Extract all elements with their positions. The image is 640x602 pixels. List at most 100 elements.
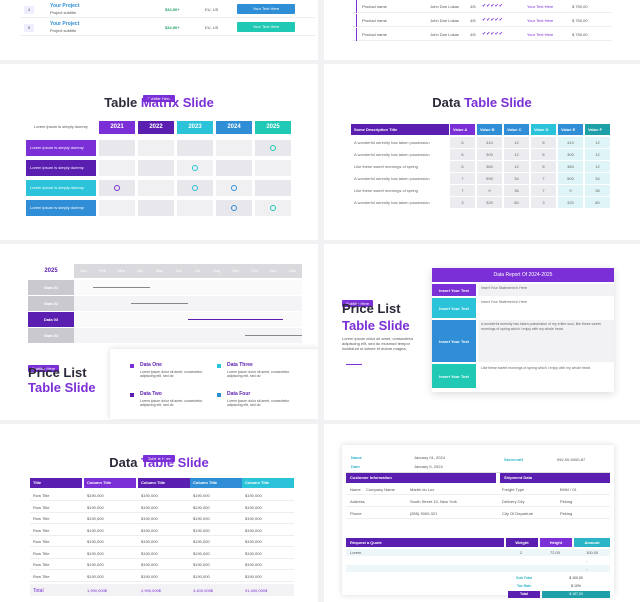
table-cell: 34: [585, 173, 610, 184]
row-number: 5: [24, 24, 34, 32]
table-cell: 320: [558, 197, 583, 208]
bullet-icon: [130, 364, 134, 368]
table-cell: Row Title: [33, 516, 50, 521]
table-cell: $190,000: [87, 493, 104, 498]
matrix-cell: [138, 140, 174, 156]
matrix-cell: [138, 180, 174, 196]
subtitle-badge: Subtitle Here: [143, 455, 175, 462]
item-title: Data Four: [227, 391, 251, 397]
column-header: Value E: [558, 124, 583, 135]
table-cell: $190,000: [141, 539, 158, 544]
check-icon: ✔✔✔✔✔: [482, 31, 503, 37]
year-header: 2023: [177, 121, 213, 134]
matrix-cell: [99, 160, 135, 176]
price-title: Price List Table Slide: [28, 365, 96, 395]
table-cell: $190,000: [141, 516, 158, 521]
table-cell: $190,000: [245, 550, 262, 556]
table-cell: 7: [531, 173, 556, 184]
arrow-icon: [346, 364, 362, 365]
column-header: Value C: [504, 124, 529, 135]
table-cell: 8: [531, 149, 556, 160]
check-circle-icon: [231, 205, 237, 211]
column-header: Title: [30, 478, 82, 488]
your-text-button[interactable]: Your Text Here: [237, 4, 295, 14]
product-author: John Doe Lukas: [430, 4, 459, 9]
shipment-header: Shipment Data: [500, 473, 610, 483]
column-header: Column Title: [190, 478, 242, 488]
item-title: Data Three: [227, 362, 253, 368]
product-row: Product name John Doe Lukas 4/5 ✔✔✔✔✔ Your T…: [352, 28, 612, 41]
month-header: Mar: [112, 264, 131, 278]
matrix-cell: [216, 160, 252, 176]
date-value: January 5, 2024: [414, 464, 443, 469]
bullet-icon: [217, 364, 221, 368]
table-cell: Row Title: [33, 493, 50, 498]
subtotal-value: $ 100,00: [542, 575, 610, 582]
month-header: Apr: [131, 264, 150, 278]
info-value: (555) 9000-321: [410, 511, 438, 516]
month-header: Jul: [188, 264, 207, 278]
ship-value: Peking: [560, 499, 573, 504]
matrix-cell: [99, 140, 135, 156]
table-cell: $190,000: [141, 504, 158, 510]
table-cell: 360: [558, 161, 583, 172]
column-header: Column Title: [84, 478, 136, 488]
table-cell: 300: [477, 149, 502, 160]
info-label: Address: [350, 499, 365, 504]
product-text: Your Text Here: [527, 4, 554, 9]
product-name: Product name: [362, 18, 387, 23]
bullet-icon: [130, 393, 134, 397]
report-row-label: Insert Your Text: [432, 284, 476, 296]
matrix-row-label: Lorem ipsum is simply dummy: [26, 160, 96, 176]
table-cell: 500: [558, 173, 583, 184]
table-cell: 590: [477, 173, 502, 184]
month-header: Oct: [245, 264, 264, 278]
product-rating: 4/5: [470, 18, 476, 23]
table-cell: $190,000: [193, 573, 210, 579]
quote-header: Request a Quote: [346, 538, 504, 547]
table-cell: 8: [531, 137, 556, 148]
product-price: $ 750,00: [572, 18, 588, 23]
product-rating: 4/5: [470, 32, 476, 37]
table-cell: 320: [477, 197, 502, 208]
table-cell: 360: [477, 161, 502, 172]
project-row: 4 Your Project Project subtitle $32,50+ EU, …: [20, 2, 315, 18]
quote-weight: 2: [520, 550, 523, 555]
table-cell: 6: [450, 161, 475, 172]
table-cell: $190,000: [193, 527, 210, 533]
total-label: Total: [508, 591, 540, 598]
your-text-button[interactable]: Your Text Here: [237, 22, 295, 32]
bullet-icon: [217, 393, 221, 397]
table-cell: 12: [504, 137, 529, 148]
store-label: Storecraft: [504, 457, 523, 462]
quote-amount: 100,00: [586, 550, 599, 555]
year-header: 2024: [216, 121, 252, 134]
table-cell: 12: [504, 161, 529, 172]
matrix-cell: [255, 160, 291, 176]
month-header: Jun: [169, 264, 188, 278]
report-row-text: Like these sweet mornings of spring whic…: [478, 364, 614, 388]
table-cell: A wonderful serenity has taken possessio…: [351, 173, 449, 184]
month-header: May: [150, 264, 169, 278]
table-cell: 12: [585, 149, 610, 160]
info-sub: Company Name: [366, 487, 395, 492]
month-header: Jan: [74, 264, 93, 278]
gantt-bar: [93, 287, 150, 288]
column-header: Value A: [450, 124, 475, 135]
product-price: $ 750,00: [572, 32, 588, 37]
project-subtitle: Project subtitle: [50, 28, 77, 33]
matrix-cell: [216, 140, 252, 156]
item-text: Lorem ipsum dolor sit amet, consectetur …: [140, 370, 203, 378]
table-cell: $190,000: [87, 550, 104, 556]
table-cell: 300: [558, 149, 583, 160]
table-cell: $190,000: [87, 562, 104, 567]
table-cell: 7: [450, 173, 475, 184]
table-cell: 7: [531, 185, 556, 196]
item-title: Data One: [140, 362, 162, 368]
table-cell: $190,000: [245, 516, 262, 521]
table-cell: 410: [558, 137, 583, 148]
product-row: Product name John Doe Lukas 4/5 ✔✔✔✔✔ Your T…: [352, 0, 612, 13]
subtitle-badge: Subtitle Here: [143, 95, 175, 102]
info-label: Phone: [350, 511, 362, 516]
matrix-cell: [177, 200, 213, 216]
